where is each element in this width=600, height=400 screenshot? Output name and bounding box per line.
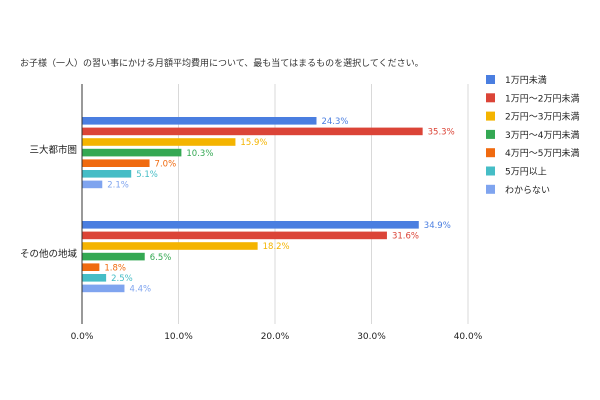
data-label: 1.8% xyxy=(104,263,126,273)
data-label: 6.5% xyxy=(150,253,172,263)
bar xyxy=(82,117,317,125)
x-tick-label: 0.0% xyxy=(71,332,94,342)
data-label: 15.9% xyxy=(240,138,267,148)
data-label: 34.9% xyxy=(424,221,451,231)
bars: 24.3% 34.9% 35.3% 31.6% 15.9% 18.2% 10.3% 6.5% 7… xyxy=(82,117,455,295)
bar xyxy=(82,252,145,261)
bar xyxy=(82,284,125,293)
data-label: 24.3% xyxy=(321,117,348,127)
data-label: 18.2% xyxy=(263,242,290,252)
bar xyxy=(82,180,103,189)
bar xyxy=(82,170,132,178)
bar xyxy=(82,159,150,167)
legend-label: わからない xyxy=(505,185,550,196)
legend-swatch xyxy=(486,129,495,139)
legend-swatch xyxy=(486,75,495,84)
data-label: 2.5% xyxy=(111,274,133,284)
category-label: 三大都市圏 xyxy=(29,144,77,156)
bar xyxy=(82,274,107,282)
legend-label: 4万円〜5万円未満 xyxy=(505,147,579,159)
bar xyxy=(82,221,419,229)
data-label: 5.1% xyxy=(136,170,158,180)
legend-label: 1万円未満 xyxy=(505,74,547,86)
legend: 1万円未満 1万円〜2万円未満 2万円〜3万円未満 3万円〜4万円未満 4万円〜5万円未… xyxy=(486,74,579,196)
data-label: 31.6% xyxy=(392,232,419,242)
legend-label: 1万円〜2万円未満 xyxy=(505,92,579,104)
legend-swatch xyxy=(486,148,495,158)
x-tick-label: 30.0% xyxy=(357,332,386,342)
data-label: 10.3% xyxy=(186,149,213,159)
legend-label: 5万円以上 xyxy=(505,167,547,178)
legend-swatch xyxy=(486,166,495,176)
bar xyxy=(82,148,182,157)
bar xyxy=(82,231,387,240)
legend-swatch xyxy=(486,184,495,194)
legend-swatch xyxy=(486,111,495,121)
category-label: その他の地域 xyxy=(20,248,78,260)
x-tick-label: 20.0% xyxy=(261,332,290,342)
x-tick-label: 10.0% xyxy=(164,332,193,342)
data-label: 35.3% xyxy=(428,128,455,138)
bar xyxy=(82,127,423,136)
chart-title: お子様（一人）の習い事にかける月額平均費用について、最も当てはまるものを選択して… xyxy=(20,57,424,69)
x-tick-label: 40.0% xyxy=(454,332,483,342)
data-label: 7.0% xyxy=(155,159,177,169)
legend-label: 2万円〜3万円未満 xyxy=(505,111,579,123)
bar xyxy=(82,263,100,271)
bar xyxy=(82,242,258,250)
bar xyxy=(82,138,236,146)
legend-label: 3万円〜4万円未満 xyxy=(505,129,579,141)
data-label: 2.1% xyxy=(107,181,129,191)
data-label: 4.4% xyxy=(129,285,151,295)
legend-swatch xyxy=(486,93,495,103)
